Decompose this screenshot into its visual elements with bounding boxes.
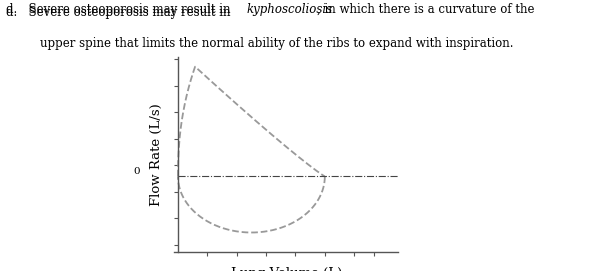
Text: d.   Severe osteoporosis may result in: d. Severe osteoporosis may result in (6, 3, 234, 16)
Text: 0: 0 (134, 167, 140, 176)
Text: kyphoscoliosis: kyphoscoliosis (247, 3, 333, 16)
Text: d.   Severe osteoporosis may result in: d. Severe osteoporosis may result in (6, 6, 234, 19)
Text: , in which there is a curvature of the: , in which there is a curvature of the (317, 3, 535, 16)
Y-axis label: Flow Rate (L/s): Flow Rate (L/s) (150, 103, 163, 206)
X-axis label: Lung Volume (L): Lung Volume (L) (231, 267, 342, 271)
Text: upper spine that limits the normal ability of the ribs to expand with inspiratio: upper spine that limits the normal abili… (40, 37, 514, 50)
